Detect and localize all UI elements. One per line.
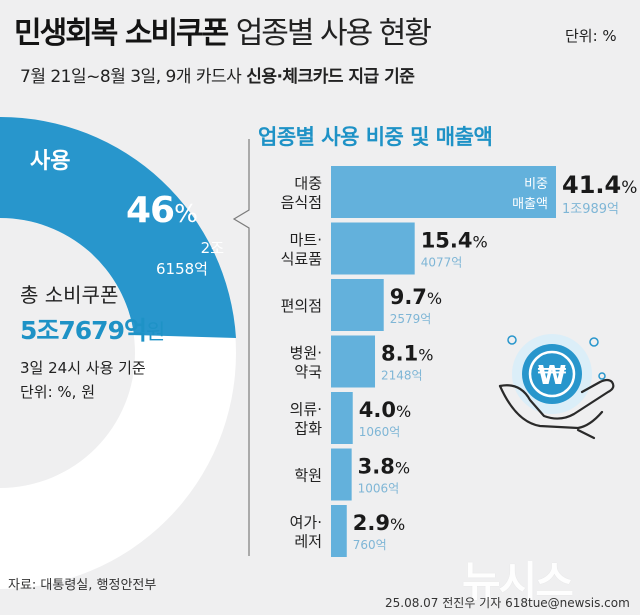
value-label-0: 41.4%	[562, 171, 637, 199]
category-label-4-0: 의류·	[290, 401, 322, 419]
total-label: 총 소비쿠폰	[20, 283, 119, 307]
used-percent: 46%	[126, 190, 198, 231]
category-label-6-1: 레저	[294, 533, 322, 551]
sales-label-5: 1006억	[358, 482, 400, 496]
category-label-4-1: 잡화	[294, 420, 322, 438]
title-light: 업종별 사용 현황	[235, 16, 432, 51]
category-label-5-0: 학원	[294, 467, 322, 485]
bar-4	[331, 392, 353, 444]
sales-label-6: 760억	[353, 538, 387, 552]
sales-label-1: 4077억	[421, 256, 463, 270]
subtitle-plain: 7월 21일~8월 3일, 9개 카드사	[20, 67, 242, 87]
sales-label-0: 1조989억	[562, 202, 619, 217]
value-label-5: 3.8%	[358, 455, 410, 479]
category-label-6-0: 여가·	[290, 514, 322, 532]
value-label-4: 4.0%	[359, 398, 411, 422]
sales-label-4: 1060억	[359, 425, 401, 439]
legend-share-label: 비중	[524, 177, 548, 192]
total-amount-main: 5조7679억	[20, 316, 147, 345]
bar-1	[331, 222, 415, 275]
value-label-3: 8.1%	[381, 342, 433, 366]
subtitle-bold: 신용·체크카드 지급 기준	[246, 67, 415, 87]
sales-label-2: 2579억	[390, 312, 432, 326]
value-label-6: 2.9%	[353, 511, 405, 535]
category-label-1-1: 식료품	[281, 250, 322, 268]
subtitle: 7월 21일~8월 3일, 9개 카드사 신용·체크카드 지급 기준	[20, 62, 415, 87]
category-label-3-0: 병원·	[290, 344, 322, 362]
bracket-line	[232, 139, 250, 556]
category-label-0-1: 음식점	[281, 194, 322, 212]
page-title: 민생회복 소비쿠폰 업종별 사용 현황	[14, 8, 432, 52]
category-label-2-0: 편의점	[281, 297, 322, 315]
byline: 25.08.07 전진우 기자 618tue@newsis.com	[385, 596, 630, 610]
bar-6	[331, 505, 347, 557]
bar-5	[331, 448, 352, 501]
used-percent-value: 46	[126, 190, 175, 231]
used-label: 사용	[30, 149, 71, 174]
donut-unit-note: 단위: %, 원	[20, 383, 96, 401]
category-label-0-0: 대중	[294, 175, 322, 193]
total-amount: 5조7679억원	[20, 311, 165, 347]
currency-symbol: ₩	[538, 361, 567, 391]
chart-title: 업종별 사용 비중 및 매출액	[258, 125, 493, 149]
title-bold: 민생회복 소비쿠폰	[14, 16, 229, 51]
used-amount: 2조	[176, 238, 224, 258]
hand-coin-icon: ₩	[498, 334, 615, 440]
value-label-2: 9.7%	[390, 285, 442, 309]
basis-note: 3일 24시 사용 기준	[20, 359, 146, 377]
source-note: 자료: 대통령실, 행정안전부	[8, 578, 157, 593]
sales-label-3: 2148억	[381, 369, 423, 383]
category-label-1-0: 마트·	[290, 231, 322, 249]
category-label-3-1: 약국	[294, 363, 322, 381]
used-amount-line2: 6158억	[156, 260, 208, 278]
total-amount-unit: 원	[145, 320, 165, 344]
donut-used-segment	[0, 116, 236, 339]
used-percent-sign: %	[174, 199, 198, 228]
legend-sales-label: 매출액	[512, 197, 548, 212]
used-amount-line1: 2조	[200, 239, 224, 257]
unit-label: 단위: %	[565, 27, 617, 45]
value-label-1: 15.4%	[421, 229, 488, 253]
newsis-watermark: 뉴시스	[462, 557, 574, 606]
bar-0	[331, 166, 556, 218]
bar-2	[331, 279, 384, 331]
bar-3	[331, 335, 376, 388]
